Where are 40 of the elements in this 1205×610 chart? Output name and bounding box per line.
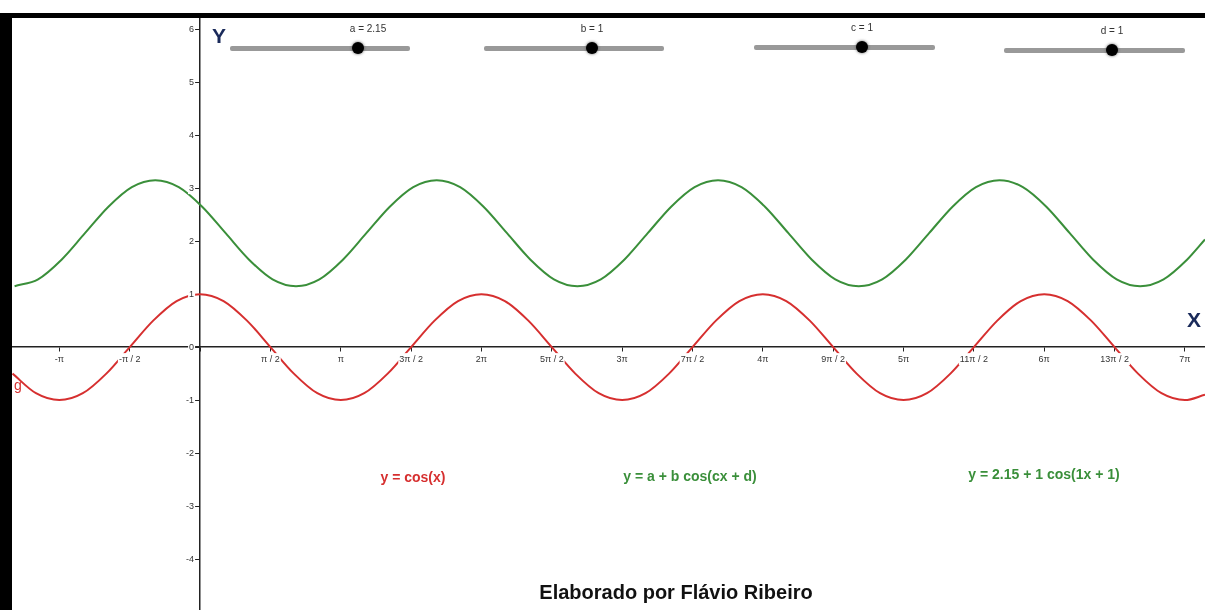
x-tick-label: 7π / 2 [680, 353, 705, 364]
x-tick-label: 6π [1038, 353, 1050, 364]
annotation: b = 1 [580, 22, 604, 34]
annotation: Elaborado por Flávio Ribeiro [539, 580, 813, 604]
y-tick-label: -2 [186, 447, 195, 458]
annotation: y = a + b cos(cx + d) [623, 468, 757, 484]
annotation: y = 2.15 + 1 cos(1x + 1) [968, 466, 1120, 482]
annotation: y = cos(x) [380, 469, 446, 485]
x-tick-label: 5π [897, 353, 910, 364]
line-series [13, 179, 1205, 288]
line-series [12, 293, 1205, 402]
x-tick-label: 4π [757, 353, 769, 364]
y-tick-label: 4 [189, 129, 195, 140]
y-axis-title: Y [211, 24, 227, 48]
y-tick-label: 5 [189, 76, 195, 87]
x-tick-label: 3π [616, 353, 628, 364]
y-tick-label: 0 [189, 341, 195, 352]
x-tick-label: 2π [475, 353, 488, 364]
y-tick-label: -4 [186, 553, 195, 564]
x-tick-label: 5π / 2 [539, 353, 564, 364]
x-tick-label: 7π [1179, 353, 1191, 364]
y-tick-label: -3 [186, 500, 195, 511]
x-axis-title: X [1186, 308, 1202, 332]
y-tick-label: 1 [189, 288, 195, 299]
annotation: c = 1 [851, 21, 873, 33]
y-tick-label: 2 [189, 235, 195, 246]
annotation: a = 2.15 [349, 22, 387, 34]
x-tick-label: 3π / 2 [399, 353, 423, 364]
x-tick-label: -π [54, 353, 65, 364]
series-label: g [14, 377, 22, 394]
annotation: d = 1 [1100, 24, 1124, 36]
x-tick-label: 11π / 2 [959, 353, 988, 364]
y-tick-label: 6 [189, 23, 195, 34]
x-tick-label: π [337, 353, 344, 364]
x-tick-label: 9π / 2 [821, 353, 846, 364]
x-tick-label: π / 2 [261, 353, 280, 364]
y-tick-label: 3 [189, 182, 195, 193]
x-tick-label: -π / 2 [118, 353, 141, 364]
y-tick-label: -1 [186, 394, 195, 405]
x-tick-label: 13π / 2 [1100, 353, 1129, 364]
